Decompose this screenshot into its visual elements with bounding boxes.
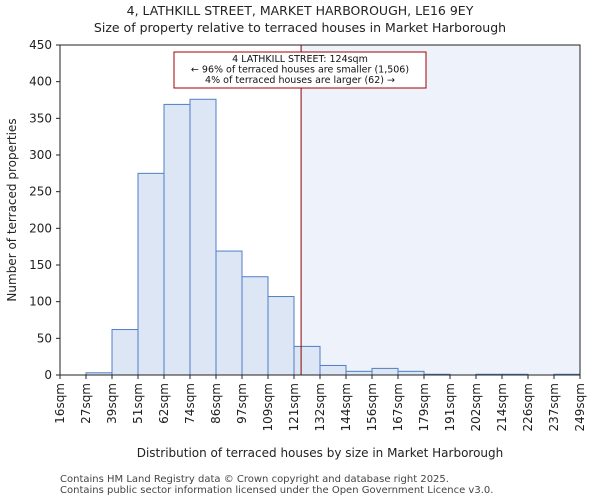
bar-86sqm xyxy=(215,250,243,376)
x-tick-label: 144sqm xyxy=(339,383,353,431)
annotation-border xyxy=(173,51,427,89)
x-tick-label: 27sqm xyxy=(79,383,93,424)
x-tick-label: 226sqm xyxy=(521,383,535,431)
y-tick-label: 450 xyxy=(29,38,52,52)
y-ticks: 0 50 100 150 200 250 300 350 400 450 xyxy=(29,38,60,382)
chart-subtitle: Size of property relative to terraced ho… xyxy=(93,20,507,35)
chart-title-address: 4, LATHKILL STREET, MARKET HARBOROUGH, L… xyxy=(126,3,474,18)
y-tick-label: 400 xyxy=(29,75,52,89)
y-tick-label: 50 xyxy=(37,331,52,345)
x-axis-label: Distribution of terraced houses by size … xyxy=(137,446,504,460)
footer-copyright: Contains HM Land Registry data © Crown c… xyxy=(60,474,449,485)
x-tick-label: 179sqm xyxy=(417,383,431,431)
x-tick-label: 132sqm xyxy=(313,383,327,431)
x-tick-label: 97sqm xyxy=(235,383,249,424)
x-tick-label: 191sqm xyxy=(443,383,457,431)
y-tick-label: 100 xyxy=(29,295,52,309)
x-tick-label: 167sqm xyxy=(391,383,405,431)
x-tick-label: 62sqm xyxy=(157,383,171,424)
x-tick-label: 16sqm xyxy=(53,383,67,424)
x-tick-label: 51sqm xyxy=(131,383,145,424)
annotation-line-2: ← 96% of terraced houses are smaller (1,… xyxy=(191,65,409,76)
annotation-line-1: 4 LATHKILL STREET: 124sqm xyxy=(232,54,368,65)
bar-144sqm xyxy=(345,370,373,376)
bar-74sqm xyxy=(189,98,217,376)
x-tick-label: 109sqm xyxy=(261,383,275,431)
annotation-box: 4 LATHKILL STREET: 124sqm ← 96% of terra… xyxy=(173,51,427,89)
bar-109sqm xyxy=(267,296,295,376)
x-tick-label: 156sqm xyxy=(365,383,379,431)
bars-group xyxy=(85,98,581,376)
bar-51sqm xyxy=(137,172,165,376)
x-tick-label: 74sqm xyxy=(183,383,197,424)
x-ticks: 16sqm 27sqm 39sqm 51sqm 62sqm 74sqm 86sqm 97sqm… xyxy=(53,375,587,431)
y-tick-label: 350 xyxy=(29,111,52,125)
bar-167sqm xyxy=(397,370,425,376)
bar-97sqm xyxy=(241,276,269,376)
x-tick-label: 202sqm xyxy=(469,383,483,431)
x-tick-label: 214sqm xyxy=(495,383,509,431)
y-tick-label: 0 xyxy=(44,368,52,382)
bar-121sqm xyxy=(293,345,321,376)
bar-156sqm xyxy=(371,367,399,376)
x-tick-label: 249sqm xyxy=(573,383,587,431)
bar-62sqm xyxy=(163,103,191,376)
x-tick-label: 86sqm xyxy=(209,383,223,424)
x-tick-label: 39sqm xyxy=(105,383,119,424)
y-tick-label: 250 xyxy=(29,185,52,199)
bar-132sqm xyxy=(319,364,347,376)
x-tick-label: 121sqm xyxy=(287,383,301,431)
bar-39sqm xyxy=(111,329,139,376)
y-tick-label: 300 xyxy=(29,148,52,162)
footer-licence: Contains public sector information licen… xyxy=(60,485,494,496)
y-axis-label: Number of terraced properties xyxy=(5,118,19,301)
larger-properties-region xyxy=(301,45,580,375)
y-tick-label: 150 xyxy=(29,258,52,272)
annotation-line-3: 4% of terraced houses are larger (62) → xyxy=(205,75,395,86)
y-tick-label: 200 xyxy=(29,221,52,235)
x-tick-label: 237sqm xyxy=(547,383,561,431)
